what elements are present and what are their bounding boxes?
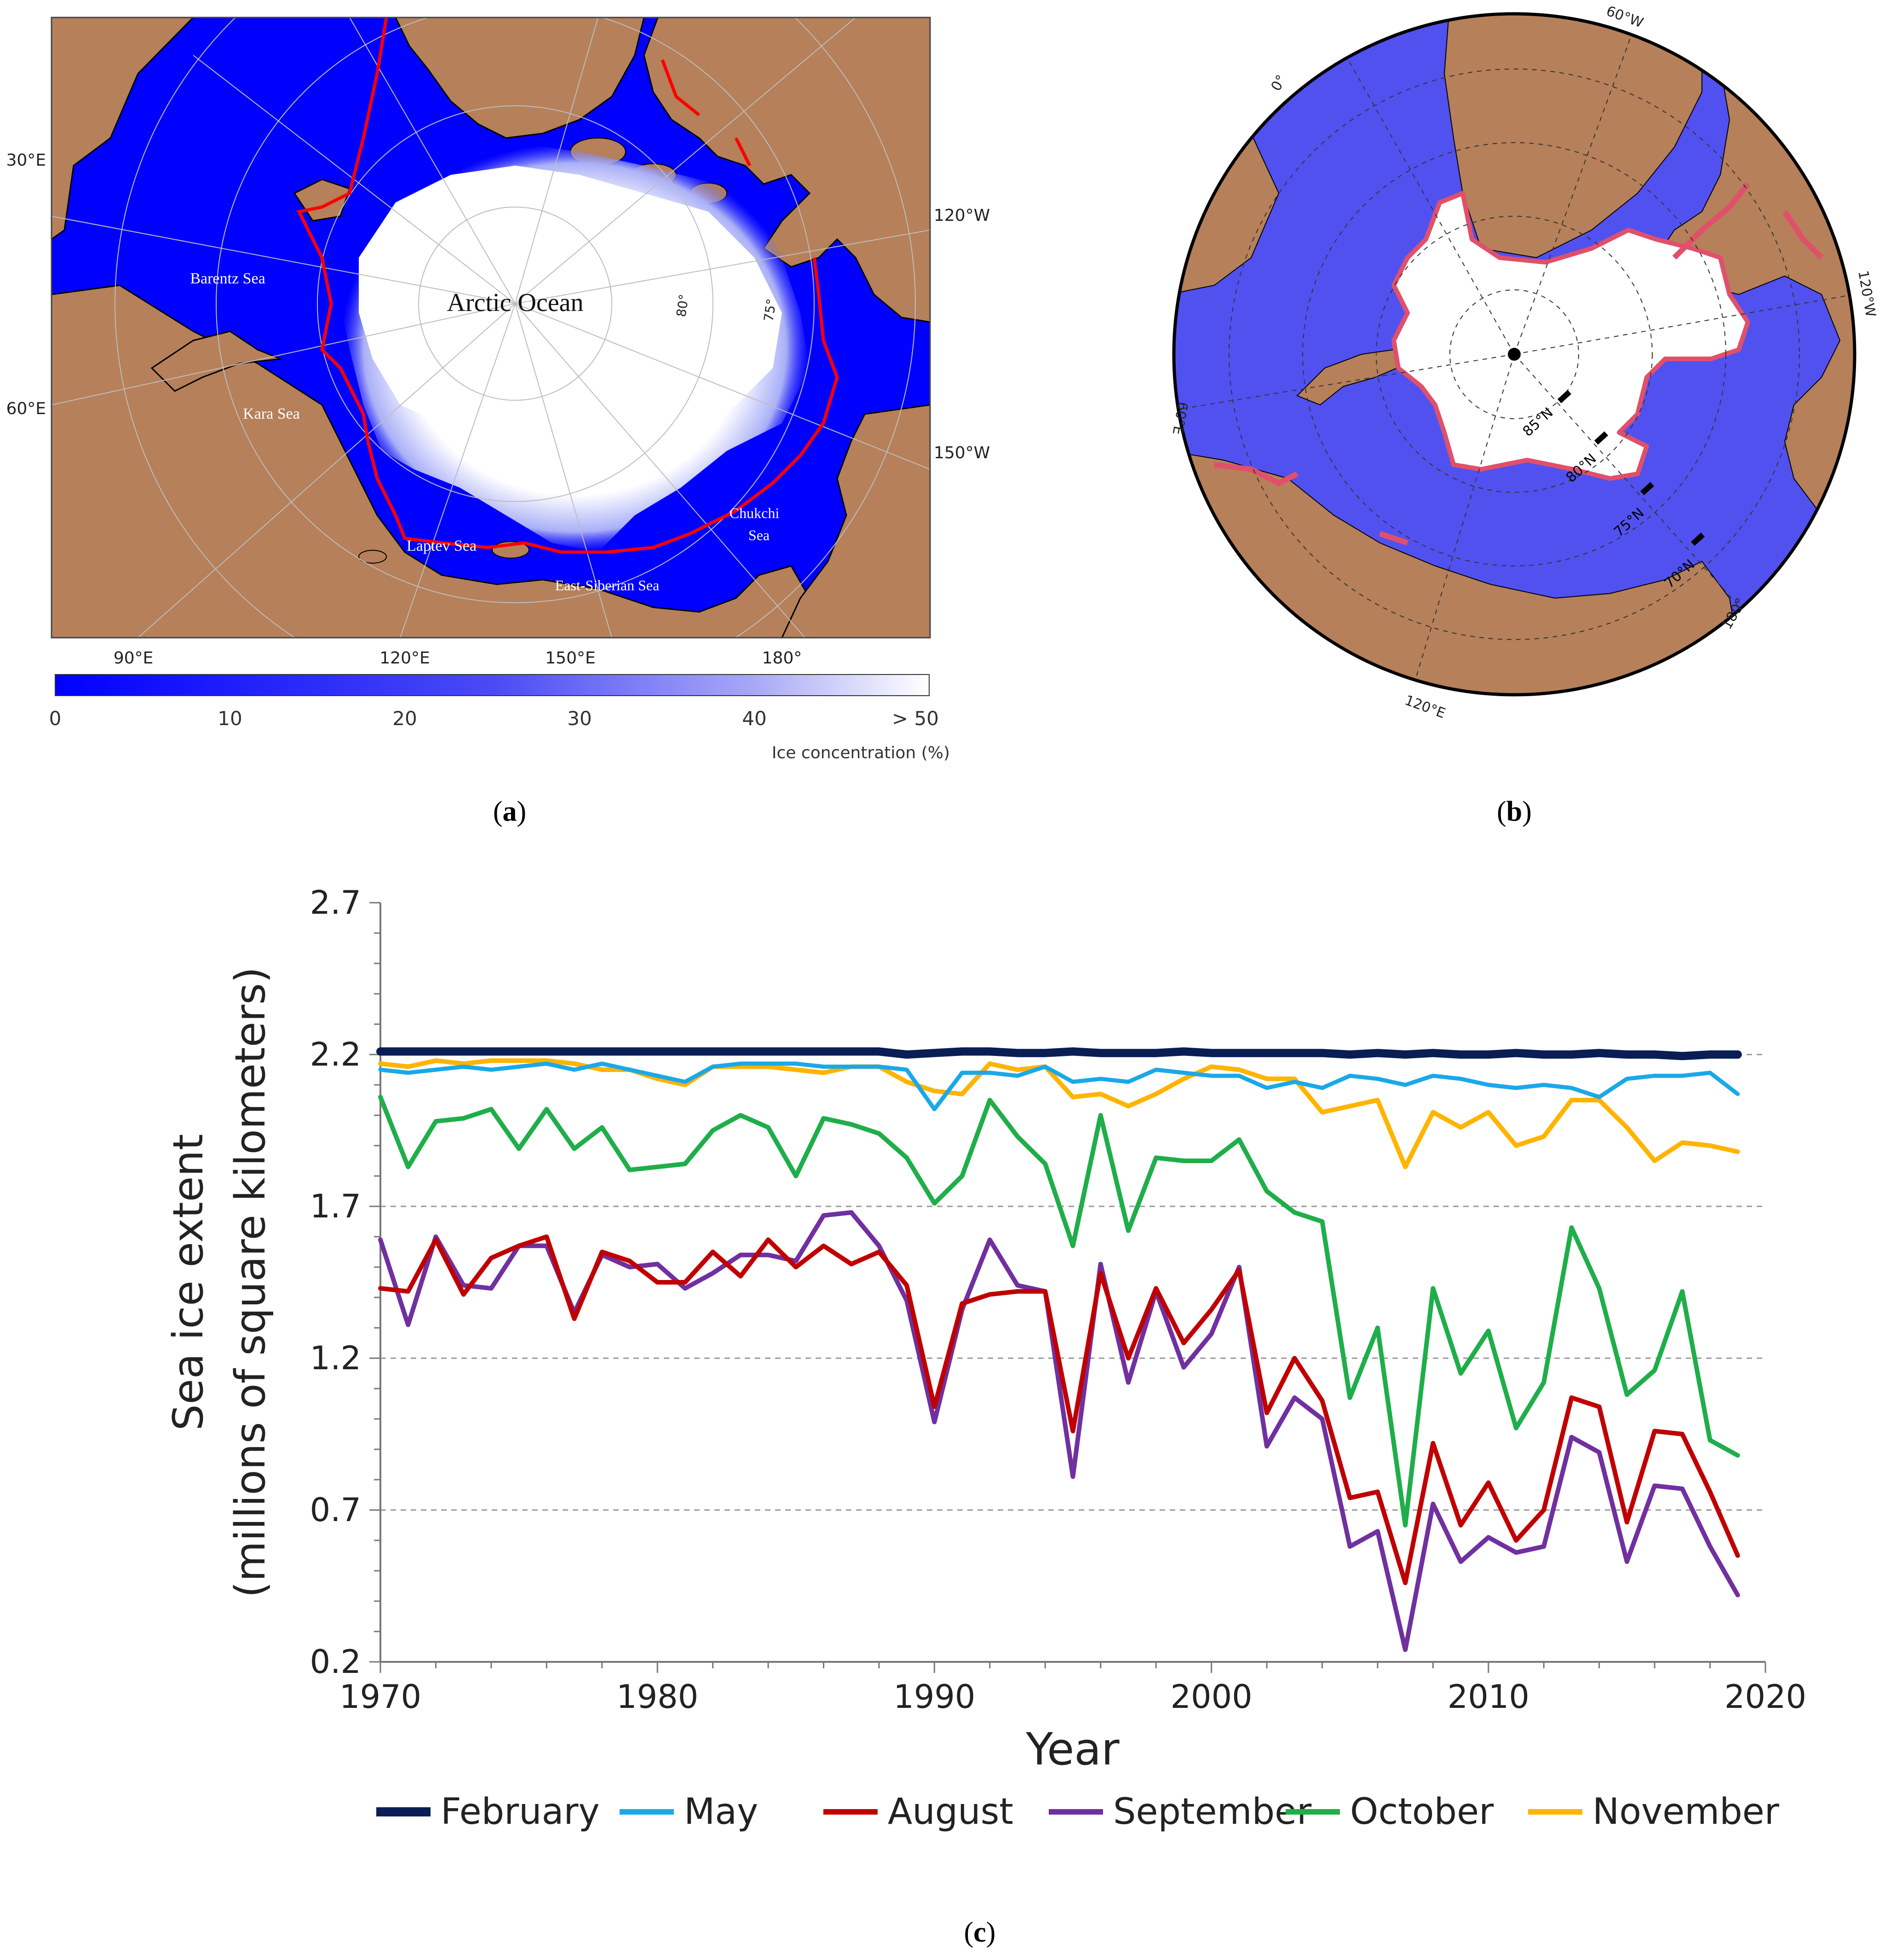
series-line-november [378,1058,1740,1170]
series-line-october [378,1095,1740,1528]
legend-label-september: September [1113,1791,1312,1833]
x-tick-label-1: 1980 [616,1678,698,1716]
panel-a-land-alaska [781,404,930,638]
panel-a-lon-label-180: 180° [762,649,802,668]
legend-label-february: February [441,1791,600,1833]
panel-a-sea-label-east-siberian: East-Siberian Sea [555,577,660,594]
panel-a-lon-label-90e: 90°E [114,649,154,668]
panel-c: 0.2 0.7 1.2 1.7 2.2 2.7 1970 1980 1990 2000 2010 2… [164,884,1806,1833]
panel-a-colorbar-tick-50: > 50 [892,707,939,730]
panel-b-lat-ticks [1557,390,1705,546]
panel-a-lat-label-80: 80° [673,293,692,318]
panel-a-land-greenland [395,17,645,139]
chart-y-axis-title-line2: (millions of square kilometers) [226,967,275,1598]
panel-b-land-greenland [1443,14,1702,259]
panel-a-colorbar-tick-20: 20 [392,707,417,730]
x-tick-label-3: 2000 [1171,1678,1253,1716]
panel-b-ice [1391,191,1750,481]
panel-a-lon-label-60e: 60°E [6,399,46,418]
panel-b-lon-label-0: 0° [1268,72,1290,94]
x-tick-label-5: 2020 [1724,1678,1806,1716]
panel-a-sea-label-chukchi-2: Sea [748,527,770,543]
panel-a-ice-core [359,166,782,469]
chart-y-ticks: 0.2 0.7 1.2 1.7 2.2 2.7 [310,884,380,1681]
chart-x-axis-title: Year [1025,1724,1120,1775]
x-tick-label-0: 1970 [339,1678,421,1716]
panel-a-land-canada [643,17,930,323]
panel-a-frame [51,17,931,639]
legend-label-october: October [1350,1791,1494,1833]
series-line-september [378,1210,1740,1652]
series-line-august [378,1234,1740,1585]
panel-c-caption: (c) [964,1917,996,1948]
panel-a-sea-label-chukchi: Chukchi [730,505,780,521]
legend-label-november: November [1592,1791,1780,1833]
panel-a-sea-label-kara: Kara Sea [243,405,300,422]
panel-a-colorbar-label: Ice concentration (%) [772,744,950,762]
y-tick-label-3: 1.7 [310,1188,361,1225]
panel-a-colorbar [55,674,930,696]
chart-y-axis-title-line1: Sea ice extent [164,1134,213,1431]
panel-a-colorbar-tick-30: 30 [567,707,592,730]
panel-a-colorbar-tick-40: 40 [742,707,766,730]
chart-series [376,1047,1742,1652]
chart-x-ticks: 1970 1980 1990 2000 2010 2020 [339,1662,1806,1716]
y-tick-label-5: 2.7 [310,884,361,922]
legend-label-may: May [684,1791,758,1833]
panel-b-caption: (b) [1497,796,1532,827]
panel-b: 85°N 80°N 75°N 70°N 0° 60°W 120°W 60°E 1… [1169,3,1879,722]
y-tick-label-1: 0.7 [310,1491,361,1529]
panel-a-lat-label-75: 75° [761,298,779,323]
panel-b-graticule [1177,18,1854,691]
panel-a-land-russia [52,284,829,638]
y-tick-label-4: 2.2 [310,1036,361,1073]
x-tick-label-4: 2010 [1448,1678,1529,1716]
panel-a-colorbar-tick-10: 10 [218,707,242,730]
panel-a-lon-label-120w: 120°W [934,206,990,225]
panel-b-pole-marker [1508,348,1521,361]
x-tick-label-2: 1990 [893,1678,975,1716]
panel-b-lon-label-120w: 120°W [1855,269,1879,318]
panel-a-lon-label-30e: 30°E [6,151,46,170]
panel-a-lon-label-150e: 150°E [545,649,595,668]
series-line-february [376,1047,1742,1061]
panel-b-pink-coast [1214,182,1824,546]
panel-a-caption: (a) [493,796,526,827]
panel-a-land-scandinavia [52,17,195,240]
panel-a-graticule [52,17,930,638]
panel-a-sea-label-laptev: Laptev Sea [407,537,477,554]
panel-b-lon-label-120e: 120°E [1402,692,1448,722]
y-tick-label-0: 0.2 [310,1643,361,1681]
panel-b-frame [1172,12,1856,697]
panel-a-lon-label-150w: 150°W [934,444,990,462]
legend-label-august: August [888,1791,1013,1833]
panel-a-lon-label-120e: 120°E [379,649,430,668]
y-tick-label-2: 1.2 [310,1339,361,1377]
panel-a-colorbar-tick-0: 0 [49,707,62,730]
panel-a: Arctic Ocean Barentz Sea Kara Sea Laptev… [6,17,990,762]
panel-a-ice-edge-line [296,17,839,554]
chart-legend: February May August September October Novembe… [376,1791,1780,1833]
series-line-may [378,1061,1740,1112]
panel-a-ocean-label: Arctic Ocean [447,288,584,317]
panel-a-sea-label-barentz: Barentz Sea [190,270,265,287]
